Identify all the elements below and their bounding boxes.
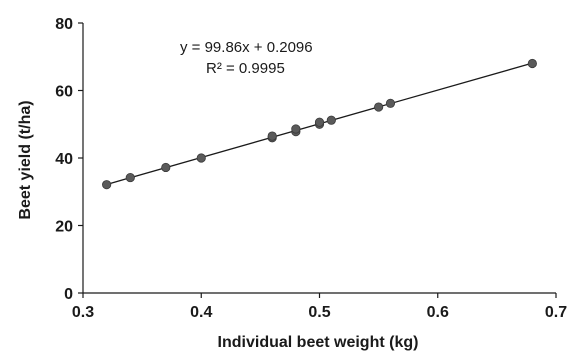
data-point [125,172,135,183]
y-tick-label: 0 [64,286,73,303]
y-tick-label: 80 [55,16,73,33]
data-point [196,153,206,163]
data-point [267,131,277,141]
data-point [385,98,396,108]
y-tick-label: 20 [55,219,73,236]
x-axis-title: Individual beet weight (kg) [218,334,419,351]
x-tick-label: 0.4 [190,304,212,321]
data-point [314,117,325,127]
data-point [527,58,537,69]
data-point [161,162,171,173]
tick-labels: 0 20 40 60 80 0.3 0.4 0.5 0.6 0.7 [55,16,567,321]
data-point [374,102,384,112]
data-point [326,115,336,125]
y-axis-title: Beet yield (t/ha) [17,100,34,219]
axes [78,22,557,298]
trendline-equation: y = 99.86x + 0.2096 [180,39,313,56]
y-tick-label: 60 [55,84,73,101]
y-tick-label: 40 [55,151,73,168]
data-point [291,124,301,134]
x-tick-label: 0.3 [72,304,94,321]
x-tick-label: 0.6 [427,304,449,321]
x-tick-label: 0.7 [545,304,567,321]
data-points [102,58,537,190]
r-squared-label: R² = 0.9995 [206,60,285,77]
x-tick-label: 0.5 [308,304,330,321]
data-point [102,180,112,190]
